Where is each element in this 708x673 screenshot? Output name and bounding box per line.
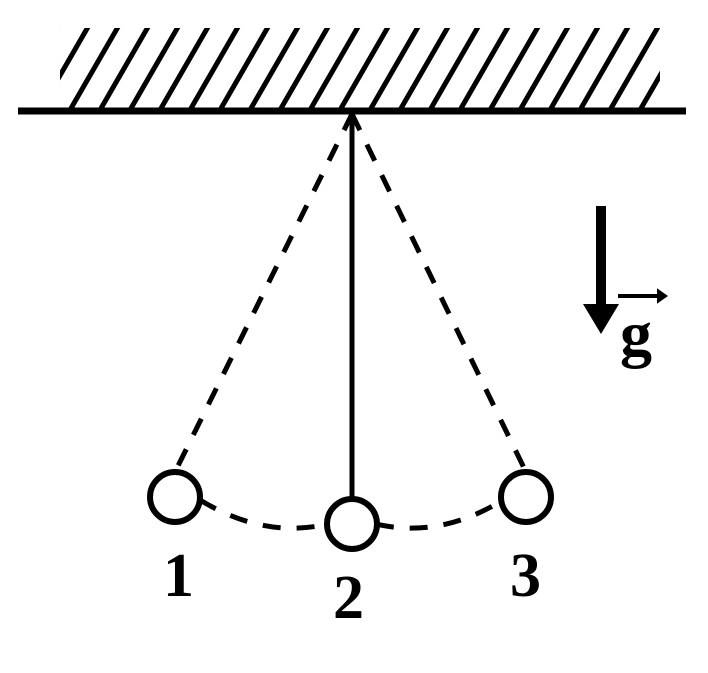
- string-left: [175, 114, 352, 472]
- label-3: 3: [510, 542, 541, 610]
- gravity-label: g: [620, 298, 652, 369]
- bob-2: [327, 499, 377, 549]
- swing-arc-left: [200, 500, 328, 528]
- label-2: 2: [333, 564, 364, 632]
- gravity-arrow-head: [583, 304, 619, 334]
- string-right: [352, 114, 526, 472]
- bob-1: [150, 472, 200, 522]
- gravity-vector-overline-head: [657, 288, 668, 303]
- label-1: 1: [163, 542, 194, 610]
- bob-3: [501, 472, 551, 522]
- swing-arc-right: [376, 500, 503, 528]
